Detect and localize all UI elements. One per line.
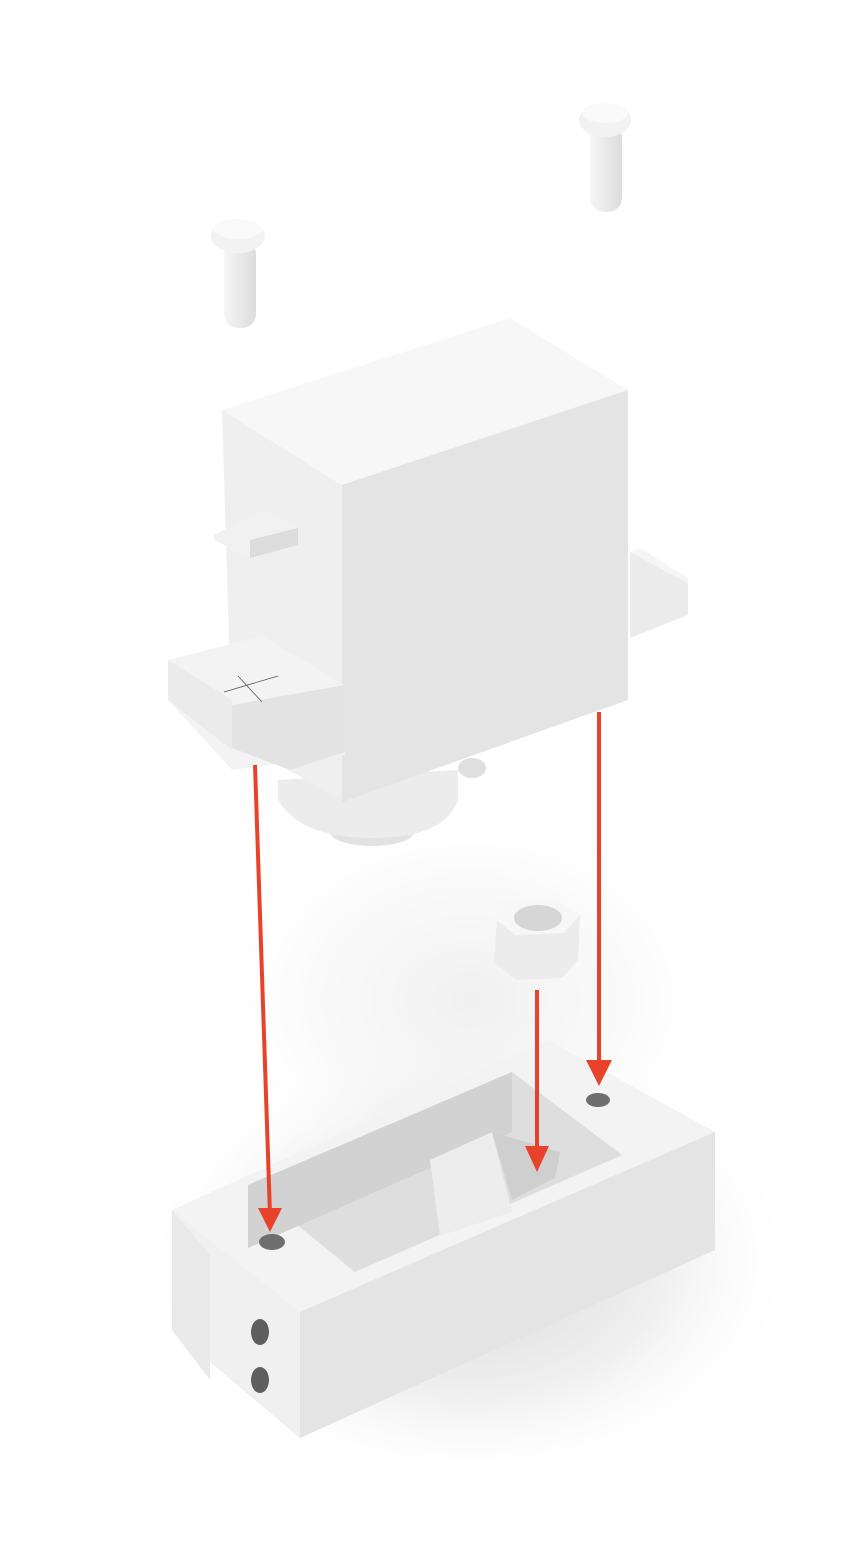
hex-nut: [494, 900, 580, 980]
servo-mount-base: [172, 1040, 715, 1438]
side-hole-lower: [251, 1367, 269, 1393]
pin-left: [211, 219, 265, 328]
servo-motor: [168, 318, 688, 846]
assembly-arrows: [253, 712, 612, 1232]
side-hole-upper: [251, 1319, 269, 1345]
left-mount-hole: [259, 1234, 285, 1250]
arrow-left-mount-hole: [253, 764, 272, 1216]
right-mount-hole: [586, 1093, 610, 1107]
pin-right: [579, 103, 631, 212]
